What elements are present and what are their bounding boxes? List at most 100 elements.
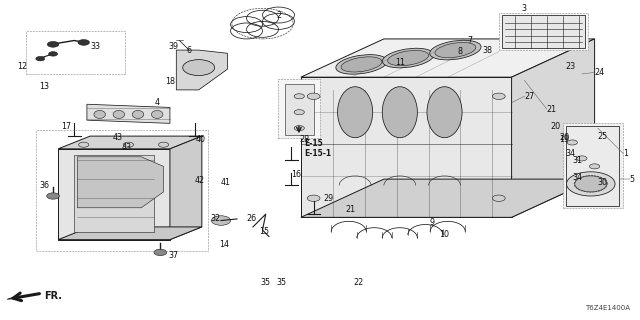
Text: 8: 8 <box>458 47 463 56</box>
Circle shape <box>159 142 169 147</box>
Ellipse shape <box>427 87 462 138</box>
Circle shape <box>294 110 305 115</box>
Circle shape <box>307 195 320 201</box>
Polygon shape <box>566 125 619 206</box>
Text: 23: 23 <box>566 61 576 70</box>
Text: 9: 9 <box>429 218 435 227</box>
Text: 35: 35 <box>276 278 287 287</box>
Text: 3: 3 <box>522 4 527 13</box>
Circle shape <box>182 60 214 76</box>
Circle shape <box>47 42 59 47</box>
Circle shape <box>124 142 134 147</box>
Polygon shape <box>285 84 314 134</box>
Text: 7: 7 <box>467 36 472 45</box>
Circle shape <box>47 193 60 199</box>
Text: 28: 28 <box>300 135 310 144</box>
Ellipse shape <box>382 87 417 138</box>
Polygon shape <box>7 295 19 299</box>
Circle shape <box>577 156 587 161</box>
Ellipse shape <box>132 110 144 118</box>
Text: 39: 39 <box>168 42 178 52</box>
Text: 30: 30 <box>598 178 608 187</box>
Ellipse shape <box>435 43 476 58</box>
Text: 40: 40 <box>195 135 205 144</box>
Text: 18: 18 <box>165 77 175 86</box>
Text: 14: 14 <box>220 240 229 249</box>
Text: 13: 13 <box>39 82 49 91</box>
Polygon shape <box>58 227 202 240</box>
Ellipse shape <box>388 51 429 66</box>
Text: 10: 10 <box>440 230 449 239</box>
Polygon shape <box>301 179 595 217</box>
Text: 11: 11 <box>395 58 405 67</box>
Text: 33: 33 <box>90 42 100 52</box>
Text: FR.: FR. <box>44 292 62 301</box>
Ellipse shape <box>337 87 372 138</box>
Text: 34: 34 <box>572 173 582 182</box>
Polygon shape <box>511 39 595 217</box>
Ellipse shape <box>94 110 106 118</box>
Ellipse shape <box>336 55 387 74</box>
Text: 27: 27 <box>524 92 534 101</box>
Circle shape <box>79 142 89 147</box>
Text: 31: 31 <box>572 156 582 164</box>
FancyBboxPatch shape <box>563 123 623 208</box>
Ellipse shape <box>383 48 434 68</box>
Text: 20: 20 <box>550 122 560 131</box>
Polygon shape <box>301 77 511 217</box>
Text: 42: 42 <box>195 176 205 185</box>
Circle shape <box>492 93 505 100</box>
Polygon shape <box>58 136 202 149</box>
Text: E-15-1: E-15-1 <box>304 149 331 158</box>
Circle shape <box>566 172 615 196</box>
Polygon shape <box>170 136 202 240</box>
Text: 22: 22 <box>353 278 364 287</box>
Circle shape <box>589 164 600 169</box>
Text: 37: 37 <box>168 251 178 260</box>
Ellipse shape <box>429 40 481 60</box>
Text: 6: 6 <box>187 45 191 55</box>
Text: 29: 29 <box>323 194 333 203</box>
Circle shape <box>36 56 45 61</box>
Text: 38: 38 <box>483 45 493 55</box>
Text: 41: 41 <box>221 178 231 187</box>
Text: 26: 26 <box>246 214 257 223</box>
Circle shape <box>211 216 230 225</box>
Text: 4: 4 <box>155 98 159 107</box>
Text: 35: 35 <box>260 278 271 287</box>
Text: 5: 5 <box>630 175 635 184</box>
Circle shape <box>492 195 505 201</box>
Text: 36: 36 <box>39 181 49 190</box>
Text: 1: 1 <box>623 149 628 158</box>
Circle shape <box>78 40 90 45</box>
Circle shape <box>575 176 607 192</box>
Ellipse shape <box>152 110 163 118</box>
Ellipse shape <box>341 57 382 72</box>
Polygon shape <box>502 15 585 49</box>
Text: 21: 21 <box>547 105 557 114</box>
Text: 16: 16 <box>291 170 301 179</box>
Circle shape <box>307 93 320 100</box>
FancyBboxPatch shape <box>499 13 588 50</box>
Text: 43: 43 <box>113 133 122 142</box>
FancyBboxPatch shape <box>278 79 320 138</box>
Text: 34: 34 <box>566 149 576 158</box>
Polygon shape <box>87 104 170 123</box>
Polygon shape <box>74 155 154 232</box>
Polygon shape <box>58 149 170 240</box>
Text: 20: 20 <box>559 133 570 142</box>
Text: T6Z4E1400A: T6Z4E1400A <box>585 305 630 311</box>
Text: 15: 15 <box>259 227 269 236</box>
Text: 21: 21 <box>346 205 356 214</box>
Ellipse shape <box>113 110 125 118</box>
Circle shape <box>154 249 167 256</box>
Polygon shape <box>77 157 164 208</box>
Circle shape <box>294 125 305 131</box>
Polygon shape <box>301 39 595 77</box>
Text: 17: 17 <box>61 122 72 131</box>
Text: 19: 19 <box>559 135 570 144</box>
Circle shape <box>294 94 305 99</box>
Polygon shape <box>176 50 227 90</box>
Circle shape <box>49 52 58 56</box>
Text: 24: 24 <box>595 68 605 77</box>
